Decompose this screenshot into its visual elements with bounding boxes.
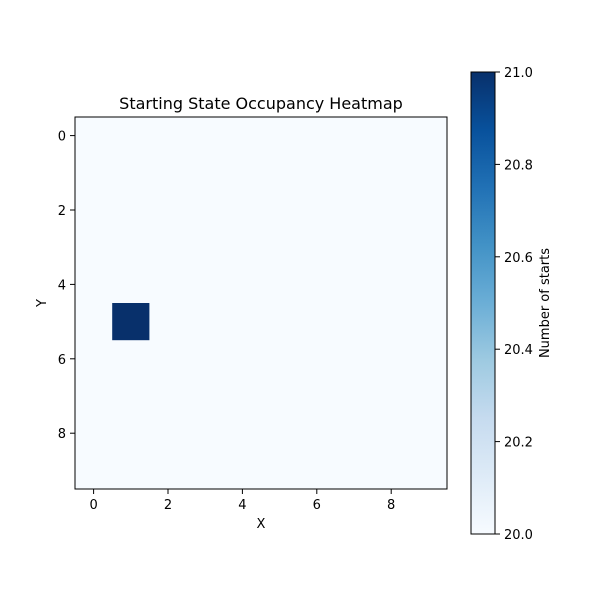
x-tick-label: 2 <box>164 498 172 513</box>
x-tick-label: 0 <box>89 498 97 513</box>
plot-frame <box>74 116 448 490</box>
x-tick-label: 8 <box>387 498 395 513</box>
x-axis-ticks: 0 2 4 6 8 <box>89 489 395 513</box>
x-axis-label: X <box>257 517 266 532</box>
y-tick-label: 4 <box>58 278 66 293</box>
colorbar <box>470 71 496 535</box>
y-tick-label: 0 <box>58 130 66 145</box>
heatmap-cell <box>112 303 150 341</box>
heatmap-cells <box>75 117 447 489</box>
x-tick-label: 4 <box>238 498 246 513</box>
colorbar-tick-label: 20.2 <box>504 436 533 451</box>
colorbar-label: Number of starts <box>538 248 553 358</box>
y-tick-label: 8 <box>58 427 66 442</box>
y-tick-label: 2 <box>58 204 66 219</box>
y-axis-label: Y <box>35 299 50 308</box>
y-axis-ticks: 0 2 4 6 8 <box>58 130 75 442</box>
colorbar-tick-label: 20.4 <box>504 343 533 358</box>
colorbar-ticks: 20.0 20.2 20.4 20.6 20.8 21.0 <box>495 66 533 543</box>
colorbar-tick-label: 20.0 <box>504 528 533 543</box>
colorbar-tick-label: 20.6 <box>504 251 533 266</box>
colorbar-tick-label: 20.8 <box>504 158 533 173</box>
x-tick-label: 6 <box>313 498 321 513</box>
colorbar-tick-label: 21.0 <box>504 66 533 81</box>
chart-title: Starting State Occupancy Heatmap <box>119 94 403 113</box>
y-tick-label: 6 <box>58 353 66 368</box>
